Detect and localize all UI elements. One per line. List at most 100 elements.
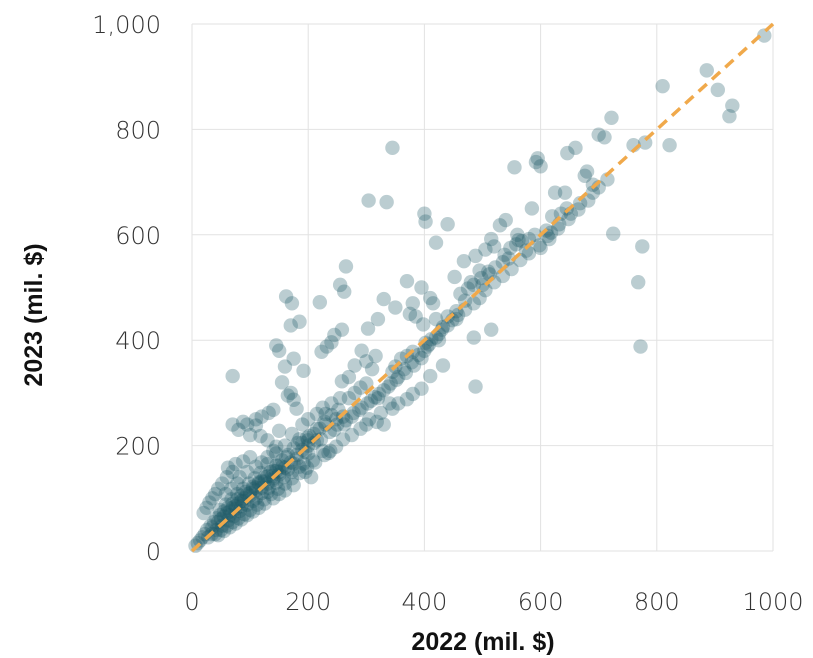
data-point: [456, 253, 472, 269]
data-point: [315, 443, 330, 459]
data-point: [498, 212, 513, 228]
data-point: [228, 516, 243, 531]
data-point: [280, 462, 296, 477]
data-point: [230, 486, 245, 502]
data-point: [428, 330, 444, 345]
data-point: [276, 470, 291, 485]
data-point: [368, 348, 383, 364]
data-point: [270, 481, 286, 497]
data-point: [335, 432, 351, 447]
x-axis-label: 2022 (mil. $): [411, 628, 554, 656]
data-point: [301, 433, 316, 448]
data-point: [484, 322, 499, 337]
data-point: [257, 470, 272, 485]
data-point: [237, 506, 252, 522]
data-point: [466, 330, 481, 345]
data-point: [440, 318, 455, 333]
data-point: [277, 483, 293, 498]
data-point: [280, 388, 296, 403]
data-point: [492, 218, 508, 233]
data-point: [296, 363, 311, 378]
data-point: [468, 248, 483, 264]
data-point: [370, 311, 386, 327]
data-point: [248, 418, 264, 433]
data-point: [283, 318, 298, 333]
data-point: [323, 443, 338, 459]
data-point: [253, 465, 268, 481]
data-point: [271, 467, 287, 482]
x-tick-label: 800: [634, 588, 680, 616]
data-point: [347, 385, 362, 401]
data-point: [561, 211, 576, 227]
x-tick-labels: 0 200 400 600 800 1000: [184, 588, 803, 616]
data-point: [299, 460, 315, 475]
data-point: [324, 396, 339, 411]
data-point: [376, 291, 391, 307]
data-point: [230, 476, 245, 491]
data-point: [241, 476, 257, 491]
data-point: [309, 421, 325, 436]
data-point: [319, 339, 334, 354]
x-tick-label: 0: [184, 588, 199, 616]
y-tick-label: 600: [115, 222, 161, 250]
data-point: [478, 282, 493, 298]
data-point: [218, 486, 233, 502]
data-point: [332, 390, 348, 406]
data-point: [510, 227, 525, 242]
data-point: [239, 417, 255, 432]
data-point: [655, 78, 670, 94]
y-tick-label: 800: [115, 116, 161, 144]
data-point: [248, 459, 264, 474]
y-tick-label: 400: [115, 327, 161, 355]
data-point: [231, 496, 246, 511]
data-point: [260, 456, 275, 472]
data-point: [466, 296, 481, 311]
data-point: [271, 486, 287, 502]
data-point: [330, 417, 345, 432]
data-points: [188, 28, 772, 553]
data-point: [481, 264, 496, 279]
data-point: [224, 492, 239, 507]
data-point: [260, 484, 275, 500]
data-point: [205, 520, 220, 535]
data-point: [248, 412, 264, 427]
data-point: [289, 401, 304, 416]
data-point: [341, 369, 357, 385]
data-point: [528, 154, 544, 170]
data-point: [532, 238, 547, 253]
data-point: [269, 338, 284, 353]
data-point: [225, 496, 240, 511]
data-point: [242, 449, 258, 465]
data-point: [231, 422, 246, 437]
data-point: [550, 221, 566, 236]
data-point: [209, 511, 224, 526]
data-point: [274, 375, 290, 390]
data-point: [260, 433, 275, 448]
data-point: [239, 507, 255, 523]
data-point: [260, 468, 275, 484]
data-point: [527, 227, 542, 242]
x-tick-label: 400: [401, 588, 447, 616]
data-point: [557, 185, 573, 200]
data-point: [210, 481, 226, 497]
y-tick-label: 0: [146, 538, 161, 566]
data-point: [369, 414, 384, 430]
data-point: [359, 354, 374, 369]
data-point: [511, 232, 526, 248]
data-point: [524, 201, 540, 216]
data-point: [242, 427, 258, 443]
data-point: [299, 430, 315, 445]
data-point: [271, 423, 287, 439]
data-point: [543, 225, 559, 240]
data-point: [361, 193, 376, 208]
data-point: [277, 476, 293, 491]
data-point: [423, 290, 438, 306]
data-point: [364, 361, 380, 377]
data-point: [237, 493, 252, 509]
data-point: [212, 507, 228, 523]
data-point: [235, 481, 251, 497]
data-point: [466, 277, 481, 293]
data-point: [312, 295, 328, 310]
data-point: [284, 426, 300, 442]
data-point: [337, 284, 352, 299]
